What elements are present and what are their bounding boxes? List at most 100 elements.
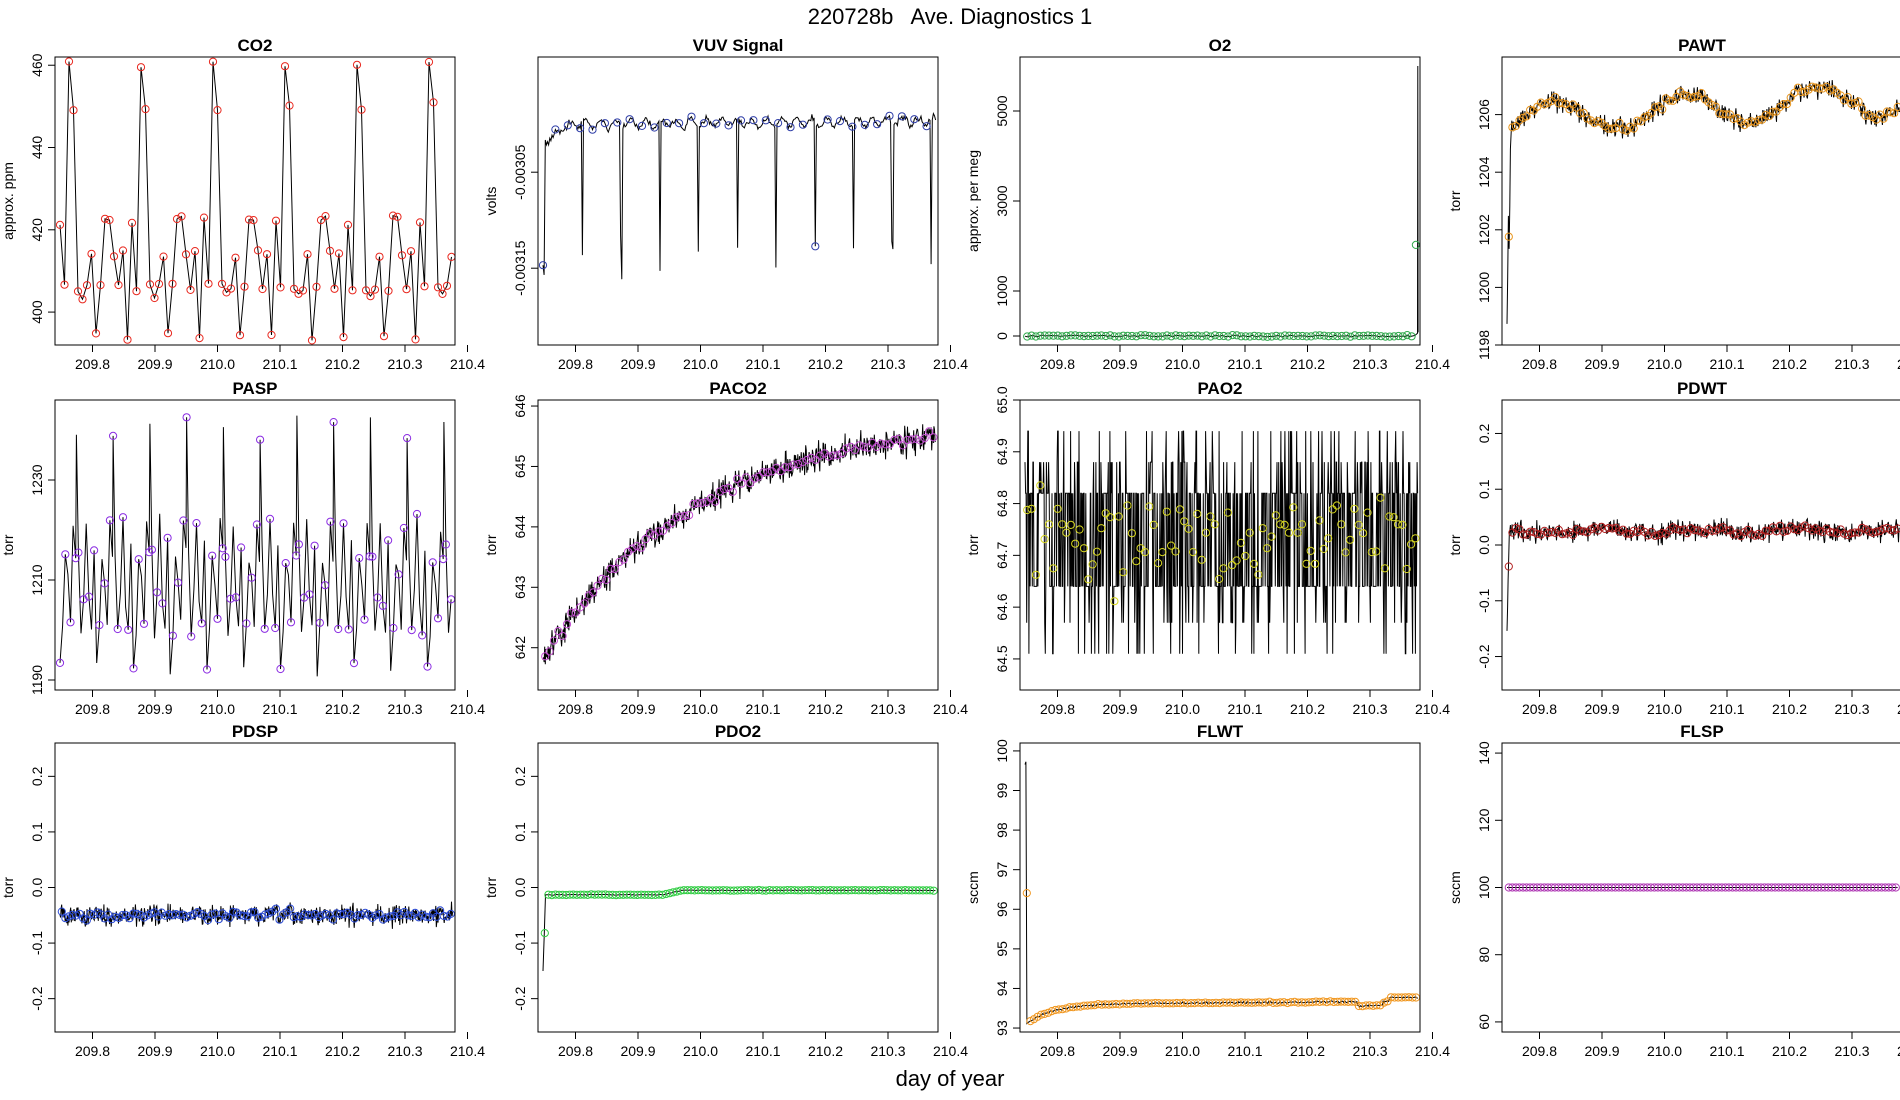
data-point bbox=[218, 544, 227, 553]
data-point bbox=[1872, 527, 1881, 536]
y-tick-label: 96 bbox=[994, 901, 1010, 917]
data-point bbox=[1176, 331, 1185, 340]
data-point bbox=[613, 118, 622, 127]
data-point bbox=[1075, 525, 1084, 534]
x-tick-label: 210.3 bbox=[387, 701, 422, 717]
data-point bbox=[1381, 332, 1390, 341]
data-point bbox=[1254, 332, 1263, 341]
x-tick-label: 210.2 bbox=[808, 356, 843, 372]
data-point bbox=[388, 211, 398, 220]
data-point bbox=[64, 57, 74, 66]
data-point bbox=[1210, 331, 1220, 340]
data-point bbox=[384, 286, 393, 295]
data-point bbox=[182, 413, 191, 422]
y-tick-label: 0.2 bbox=[29, 766, 45, 786]
x-tick-label: 210.2 bbox=[808, 701, 843, 717]
y-tick-label: 646 bbox=[512, 394, 528, 418]
data-point bbox=[1402, 564, 1411, 574]
data-point bbox=[1676, 526, 1685, 535]
data-point bbox=[1071, 331, 1080, 340]
x-tick-label: 210.0 bbox=[1165, 356, 1200, 372]
data-point bbox=[1123, 331, 1132, 340]
y-tick-label: 643 bbox=[512, 575, 528, 599]
x-tick-label: 210.4 bbox=[450, 356, 485, 372]
panel-title: FLSP bbox=[1680, 722, 1723, 741]
data-point bbox=[1162, 507, 1171, 516]
data-point bbox=[1551, 93, 1560, 102]
x-tick-label: 210.2 bbox=[1290, 356, 1325, 372]
data-point bbox=[746, 479, 755, 488]
data-point bbox=[1651, 531, 1660, 541]
data-point bbox=[711, 497, 720, 506]
x-tick-label: 209.8 bbox=[1522, 701, 1557, 717]
data-point bbox=[271, 904, 280, 913]
data-point bbox=[1519, 113, 1528, 122]
data-point bbox=[1040, 535, 1049, 544]
y-tick-label: 95 bbox=[994, 941, 1010, 957]
data-point bbox=[361, 286, 371, 295]
data-point bbox=[1302, 559, 1311, 568]
data-point bbox=[1618, 125, 1628, 134]
data-point bbox=[1093, 331, 1102, 340]
data-point bbox=[403, 911, 413, 920]
data-point bbox=[1346, 332, 1355, 341]
y-axis-label: volts bbox=[483, 187, 499, 216]
data-point bbox=[256, 435, 265, 444]
x-tick-label: 209.9 bbox=[1102, 1043, 1137, 1059]
y-tick-label: 100 bbox=[1476, 876, 1492, 900]
data-point bbox=[1797, 87, 1806, 97]
data-point bbox=[229, 907, 238, 916]
data-point bbox=[172, 214, 182, 224]
data-point bbox=[1066, 520, 1075, 530]
data-point bbox=[82, 916, 91, 925]
panel-paco2: PACO2 torr 209.8 209.9 210.0 210.1 210.2 210.3 2… bbox=[483, 379, 968, 717]
panel-pdsp: PDSP torr 209.8 209.9 210.0 210.1 210.2 210.3 21… bbox=[0, 722, 485, 1059]
x-tick-label: 210.0 bbox=[1647, 1043, 1682, 1059]
data-point bbox=[1576, 109, 1585, 118]
data-point bbox=[1241, 332, 1250, 341]
data-point bbox=[442, 281, 452, 290]
data-point bbox=[182, 913, 191, 922]
data-point bbox=[118, 513, 128, 522]
data-point bbox=[181, 250, 191, 259]
data-point bbox=[798, 120, 808, 129]
data-point bbox=[1504, 562, 1513, 571]
panel-flsp: FLSP sccm 209.8 209.9 210.0 210.1 210.2 210.3 21… bbox=[1447, 722, 1900, 1059]
data-point bbox=[1608, 124, 1617, 133]
data-point bbox=[57, 907, 66, 916]
data-point bbox=[1891, 883, 1900, 892]
data-point bbox=[1259, 332, 1268, 341]
y-tick-label: 64.6 bbox=[994, 593, 1010, 620]
data-point bbox=[920, 434, 929, 443]
data-point bbox=[1640, 113, 1649, 122]
x-tick-label: 210.3 bbox=[387, 1043, 422, 1059]
plot-frame bbox=[54, 742, 456, 1033]
data-point bbox=[260, 624, 269, 633]
data-point bbox=[1022, 889, 1031, 898]
x-tick-label: 210.3 bbox=[1352, 356, 1387, 372]
panel-title: PACO2 bbox=[709, 379, 766, 398]
data-point bbox=[402, 285, 411, 294]
data-point bbox=[247, 573, 256, 582]
data-point bbox=[897, 112, 907, 121]
data-point bbox=[1158, 548, 1167, 557]
data-point bbox=[699, 119, 709, 128]
data-line bbox=[542, 889, 936, 972]
y-tick-label: 644 bbox=[512, 515, 528, 539]
y-tick-label: 64.7 bbox=[994, 542, 1010, 569]
y-axis-label: torr bbox=[483, 534, 499, 555]
data-point bbox=[637, 543, 646, 552]
data-point bbox=[1372, 331, 1381, 340]
data-point bbox=[370, 285, 380, 294]
data-point bbox=[258, 284, 267, 294]
data-point bbox=[1350, 331, 1359, 340]
data-point bbox=[1708, 101, 1717, 110]
y-axis-label: torr bbox=[0, 534, 16, 555]
data-point bbox=[1223, 508, 1233, 517]
data-point bbox=[1162, 331, 1172, 340]
data-line bbox=[1506, 80, 1900, 324]
y-axis-label: torr bbox=[1447, 534, 1463, 555]
data-point bbox=[1119, 331, 1128, 340]
data-point bbox=[240, 282, 249, 291]
data-point bbox=[129, 664, 138, 673]
